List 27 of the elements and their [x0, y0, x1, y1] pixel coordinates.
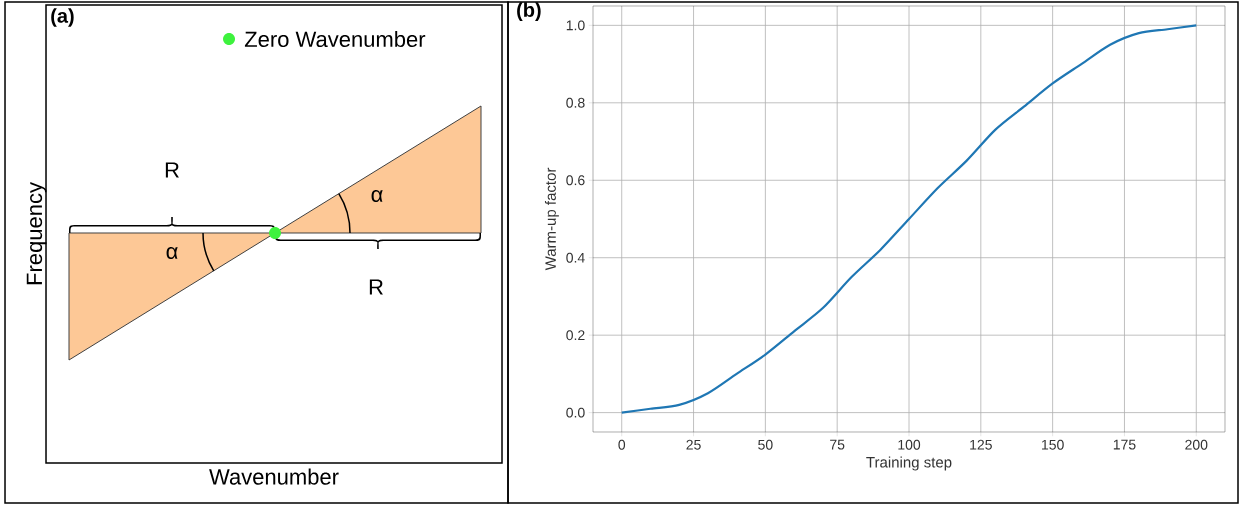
text: R — [369, 279, 383, 295]
text: Zero Wavenumber — [244, 30, 426, 48]
x-tick-label: 0 — [618, 439, 626, 450]
text: Wavenumber — [209, 468, 339, 485]
text: α — [166, 246, 178, 260]
x-tick-label: 25 — [686, 439, 701, 450]
y-tick-label: 0.2 — [566, 330, 585, 341]
text: R — [165, 162, 179, 178]
y-tick-label: 0.4 — [566, 252, 585, 263]
y-tick-label: 1.0 — [566, 20, 585, 31]
x-tick-label: 50 — [758, 439, 773, 450]
y-tick-label: 0.0 — [566, 407, 585, 418]
x-tick-label: 75 — [830, 439, 845, 450]
line-series — [620, 24, 1198, 414]
y-tick-label: 0.8 — [566, 97, 585, 108]
x-tick-label: 150 — [1042, 439, 1064, 450]
y-axis-title: Warm-up factor — [544, 167, 559, 271]
text: Frequency — [26, 182, 47, 285]
chart-title: (b) — [517, 2, 541, 21]
text: (a) — [51, 8, 74, 27]
x-tick-label: 100 — [898, 439, 921, 450]
text: α — [371, 189, 383, 203]
x-axis-title: Training step — [866, 456, 952, 471]
y-tick-label: 0.6 — [566, 175, 585, 186]
x-tick-label: 125 — [970, 439, 992, 450]
x-tick-label: 175 — [1113, 439, 1136, 450]
x-tick-label: 200 — [1185, 439, 1208, 450]
